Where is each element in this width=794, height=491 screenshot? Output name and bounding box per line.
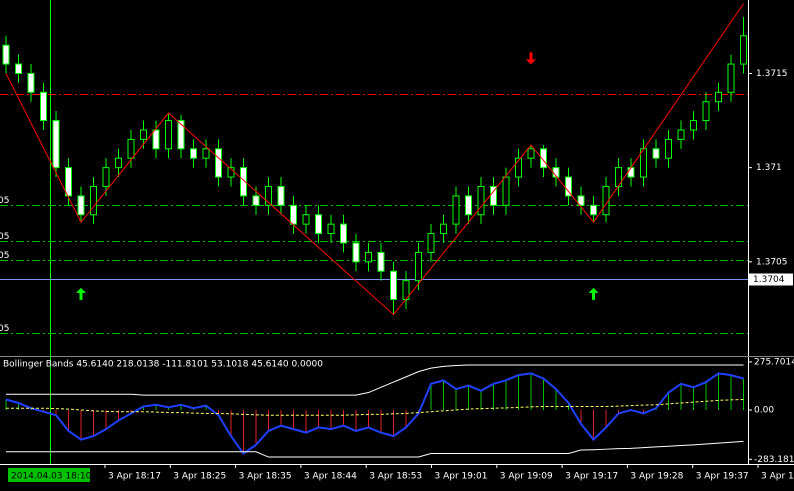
candle-body xyxy=(390,270,397,300)
level-label: 05 xyxy=(0,251,9,261)
candle-body xyxy=(27,72,35,93)
candle-body xyxy=(40,91,47,122)
candle-body xyxy=(115,157,122,169)
time-label: 3 Apr 18:35 xyxy=(239,472,292,482)
candle-body xyxy=(590,204,597,216)
time-label: 3 Apr 19:01 xyxy=(435,472,488,482)
y-tick-label: 1.371 xyxy=(756,163,782,173)
candle-body xyxy=(740,35,747,65)
candle-body xyxy=(690,120,697,131)
candle-body xyxy=(577,195,585,206)
candle-body xyxy=(352,242,360,263)
time-label: 3 Apr 19:28 xyxy=(630,472,683,482)
candle-body xyxy=(602,185,610,216)
candle-body xyxy=(665,138,672,159)
candle-body xyxy=(65,167,72,197)
candle-body xyxy=(627,167,635,178)
time-label: 3 Apr 19:17 xyxy=(565,472,618,482)
candle-body xyxy=(527,148,535,159)
candle-body xyxy=(702,101,710,122)
candle-body xyxy=(340,223,347,244)
candle-body xyxy=(15,63,22,74)
indicator-line xyxy=(5,372,744,455)
candle-body xyxy=(265,185,272,206)
y-tick-label: 1.3705 xyxy=(756,257,788,267)
signal-arrow xyxy=(526,52,536,65)
candle-body xyxy=(52,120,60,169)
signal-arrow xyxy=(76,287,86,300)
candle-body xyxy=(202,148,210,159)
candle-body xyxy=(290,204,297,225)
zigzag xyxy=(5,3,744,316)
time-label: 3 Apr 19:09 xyxy=(500,472,553,482)
candle-body xyxy=(277,185,285,206)
candle-body xyxy=(127,138,135,159)
candle-body xyxy=(252,195,260,206)
candle-body xyxy=(90,185,97,216)
candle-body xyxy=(215,148,222,178)
candle-body xyxy=(365,251,372,263)
candle-body xyxy=(465,195,472,216)
candle-body xyxy=(415,251,422,282)
time-label: 3 Apr 18:17 xyxy=(108,472,161,482)
candle-body xyxy=(377,251,385,272)
candle-body xyxy=(502,176,510,206)
candle-body xyxy=(77,195,85,216)
candle-body xyxy=(177,120,185,150)
candle-body xyxy=(515,157,522,178)
candle-body xyxy=(490,185,497,206)
current-price-box xyxy=(749,273,793,286)
time-label: 3 Apr 18:25 xyxy=(173,472,226,482)
indicator-line xyxy=(6,364,744,396)
candle-body xyxy=(652,148,660,159)
indicator-title: Bollinger Bands 45.6140 218.0138 -111.81… xyxy=(3,360,323,370)
signal-arrow xyxy=(588,287,599,300)
indicator-y-tick-label: 0.00 xyxy=(754,405,774,415)
time-label: 3 Apr 19:4 xyxy=(761,472,794,482)
current-price-label: 1.3704 xyxy=(753,275,785,285)
level-label: 05 xyxy=(0,324,9,334)
candle-body xyxy=(102,167,110,187)
time-cursor-box xyxy=(8,468,90,482)
time-label: 3 Apr 19:37 xyxy=(696,472,749,482)
candle-body xyxy=(140,129,147,140)
indicator-y-tick-label: 275.7014 xyxy=(754,357,794,367)
candle-body xyxy=(565,176,572,197)
candle-body xyxy=(440,223,447,235)
candle-body xyxy=(677,129,685,140)
candle-body xyxy=(540,148,547,169)
time-label: 3 Apr 18:44 xyxy=(304,472,357,482)
candle-body xyxy=(327,223,335,235)
candle-body xyxy=(727,63,735,93)
candle-body xyxy=(315,214,322,235)
candle-body xyxy=(165,120,172,150)
level-label: 05 xyxy=(0,196,9,206)
candle-body xyxy=(240,167,247,197)
time-label: 2014.04.03 18:10 xyxy=(11,472,92,482)
y-tick-label: 1.3715 xyxy=(756,69,788,79)
candle-body xyxy=(2,44,10,65)
candle-body xyxy=(477,185,485,216)
indicator-line xyxy=(6,440,744,458)
candle-body xyxy=(715,91,722,103)
candle-body xyxy=(302,214,310,225)
candle-body xyxy=(152,129,160,150)
candle-body xyxy=(427,233,435,253)
indicator-y-tick-label: -283.181 xyxy=(754,455,794,465)
time-label: 3 Apr 18:53 xyxy=(369,472,422,482)
candle-body xyxy=(190,148,197,159)
candle-body xyxy=(452,195,460,225)
level-label: 05 xyxy=(0,232,9,242)
